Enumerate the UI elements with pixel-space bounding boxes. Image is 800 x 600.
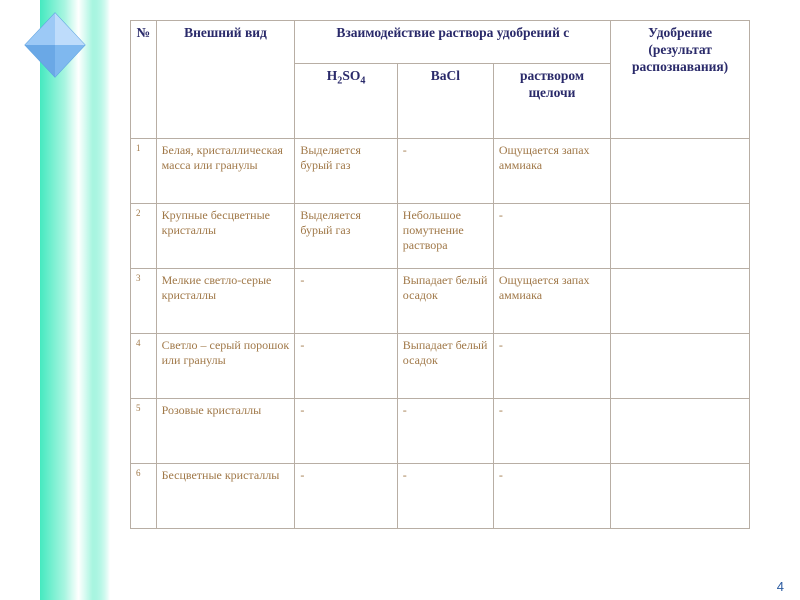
- cell-appearance: Мелкие светло-серые кристаллы: [156, 269, 295, 334]
- cell-bacl: -: [397, 399, 493, 464]
- cell-alkali: -: [493, 399, 610, 464]
- cell-appearance: Розовые кристаллы: [156, 399, 295, 464]
- fertilizer-table: № Внешний вид Взаимодействие раствора уд…: [130, 20, 750, 529]
- cell-bacl: -: [397, 464, 493, 529]
- cell-h2so4: -: [295, 269, 397, 334]
- slide-decoration: [0, 0, 130, 600]
- cell-result: [611, 269, 750, 334]
- cell-alkali: -: [493, 464, 610, 529]
- header-bacl: BaCl: [397, 64, 493, 139]
- cell-result: [611, 334, 750, 399]
- cell-result: [611, 399, 750, 464]
- cell-alkali: -: [493, 204, 610, 269]
- cell-appearance: Белая, кристаллическая масса или гранулы: [156, 139, 295, 204]
- cell-bacl: Выпадает белый осадок: [397, 269, 493, 334]
- table-row: 5Розовые кристаллы---: [131, 399, 750, 464]
- cell-num: 5: [131, 399, 157, 464]
- fertilizer-table-container: № Внешний вид Взаимодействие раствора уд…: [130, 20, 750, 529]
- table-row: 4Светло – серый порошок или гранулы-Выпа…: [131, 334, 750, 399]
- cell-h2so4: -: [295, 399, 397, 464]
- header-h2so4: H2SO4: [295, 64, 397, 139]
- cell-alkali: -: [493, 334, 610, 399]
- table-row: 1Белая, кристаллическая масса или гранул…: [131, 139, 750, 204]
- table-row: 6Бесцветные кристаллы---: [131, 464, 750, 529]
- cell-num: 3: [131, 269, 157, 334]
- cell-bacl: Выпадает белый осадок: [397, 334, 493, 399]
- cell-result: [611, 204, 750, 269]
- cell-result: [611, 139, 750, 204]
- cell-result: [611, 464, 750, 529]
- cell-alkali: Ощущается запах аммиака: [493, 139, 610, 204]
- cell-h2so4: -: [295, 334, 397, 399]
- cell-bacl: Небольшое помутнение раствора: [397, 204, 493, 269]
- header-num: №: [131, 21, 157, 139]
- cell-num: 6: [131, 464, 157, 529]
- page-number: 4: [777, 579, 784, 594]
- header-appearance: Внешний вид: [156, 21, 295, 139]
- table-body: 1Белая, кристаллическая масса или гранул…: [131, 139, 750, 529]
- cell-appearance: Светло – серый порошок или гранулы: [156, 334, 295, 399]
- cell-appearance: Бесцветные кристаллы: [156, 464, 295, 529]
- table-row: 2Крупные бесцветные кристаллыВыделяется …: [131, 204, 750, 269]
- header-result: Удобрение (результат распознавания): [611, 21, 750, 139]
- cell-alkali: Ощущается запах аммиака: [493, 269, 610, 334]
- cell-num: 2: [131, 204, 157, 269]
- cell-num: 1: [131, 139, 157, 204]
- cell-appearance: Крупные бесцветные кристаллы: [156, 204, 295, 269]
- cell-h2so4: Выделяется бурый газ: [295, 204, 397, 269]
- cell-num: 4: [131, 334, 157, 399]
- cell-h2so4: Выделяется бурый газ: [295, 139, 397, 204]
- header-interaction: Взаимодействие раствора удобрений с: [295, 21, 611, 64]
- table-row: 3Мелкие светло-серые кристаллы-Выпадает …: [131, 269, 750, 334]
- cell-bacl: -: [397, 139, 493, 204]
- cell-h2so4: -: [295, 464, 397, 529]
- header-alkali: раствором щелочи: [493, 64, 610, 139]
